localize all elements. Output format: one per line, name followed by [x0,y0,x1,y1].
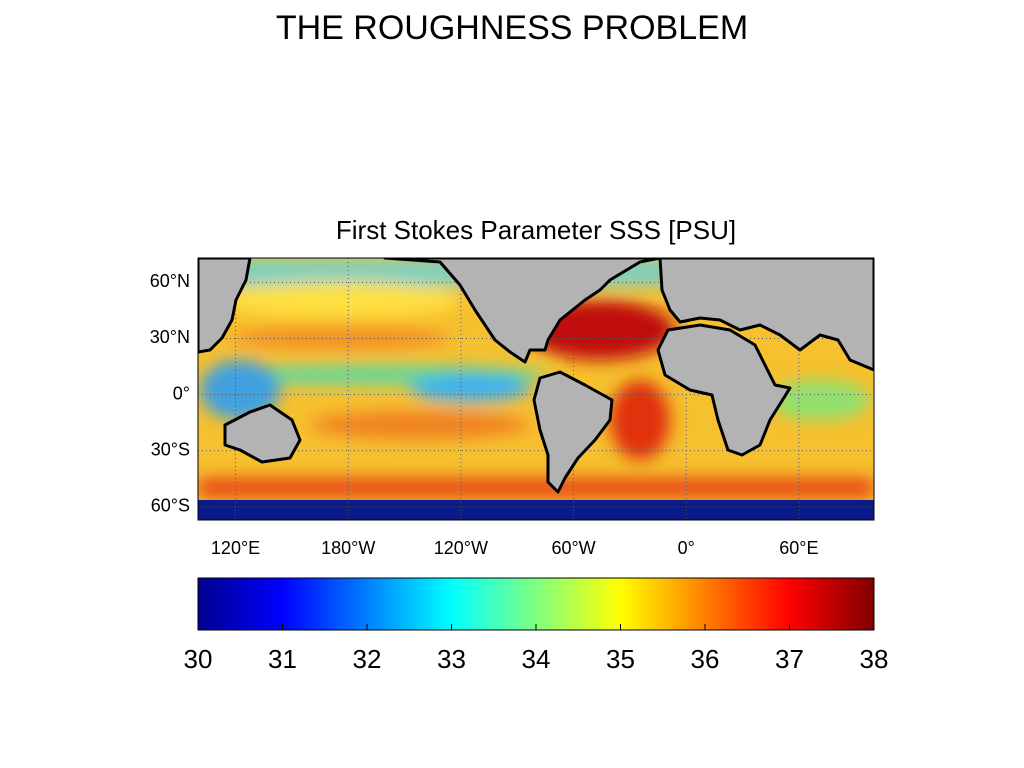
colorbar-tick-label: 31 [268,644,297,674]
land [198,258,252,354]
x-tick-label: 180°W [321,538,375,558]
land [383,258,662,364]
colorbar-tick-label: 32 [353,644,382,674]
x-tick-label: 120°E [211,538,260,558]
x-tick-label: 120°W [434,538,488,558]
colorbar-tick-label: 35 [606,644,635,674]
land [532,370,614,494]
x-tick-label: 60°E [779,538,818,558]
y-tick-label: 30°N [150,327,190,347]
colorbar-tick-label: 36 [691,644,720,674]
land [658,258,874,372]
colorbar-tick-label: 37 [775,644,804,674]
map-frame [197,257,875,521]
y-tick-label: 30°S [151,440,190,460]
map-title: First Stokes Parameter SSS [PSU] [336,215,736,245]
colorbar-tick-label: 38 [860,644,889,674]
x-tick-label: 0° [678,538,695,558]
land [656,323,792,457]
y-tick-label: 0° [173,383,190,403]
map [198,258,874,520]
colorbar [197,577,875,631]
x-tick-label: 60°W [551,538,595,558]
land [223,403,302,464]
antarctic-ice [198,500,874,520]
slide-title: THE ROUGHNESS PROBLEM [276,9,748,47]
colorbar-tick-label: 30 [184,644,213,674]
colorbar-tick-label: 34 [522,644,551,674]
colorbar-tick-label: 33 [437,644,466,674]
y-tick-label: 60°N [150,271,190,291]
y-tick-label: 60°S [151,496,190,516]
